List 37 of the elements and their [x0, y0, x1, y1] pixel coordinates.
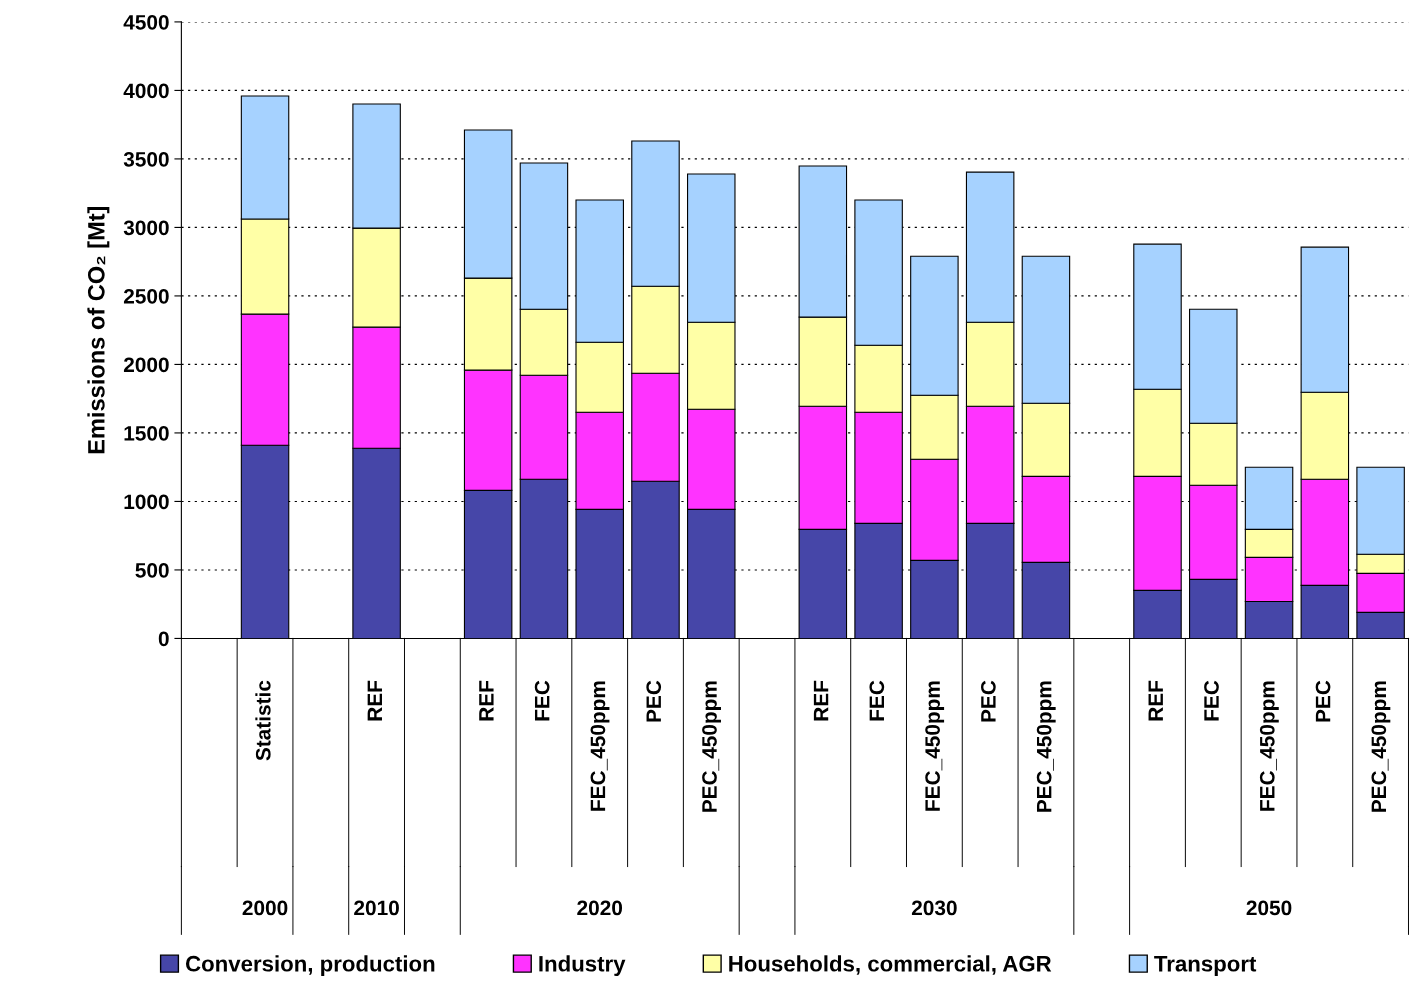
y-tick-label: 1000 — [124, 494, 169, 510]
text: 2010 — [354, 900, 399, 916]
x-tick-label: REF — [479, 680, 494, 721]
x-tick-label: PEC_450ppm — [702, 681, 721, 812]
x-tick-label: FEC — [869, 680, 885, 721]
x-tick-label: REF — [813, 680, 829, 721]
y-tick-label: 500 — [135, 562, 169, 578]
x-tick-label: PEC_450ppm — [1371, 681, 1391, 812]
text: 2000 — [242, 900, 288, 916]
y-tick-label: 3000 — [123, 220, 169, 236]
x-tick-label: Statistic — [255, 680, 271, 761]
x-tick-label: REF — [367, 680, 382, 721]
y-tick-label: 2500 — [123, 288, 169, 304]
y-tick-label: 4500 — [123, 14, 169, 30]
text: 2030 — [911, 900, 957, 916]
legend-label: Households, commercial, AGR — [729, 955, 1052, 975]
y-tick-label: 2000 — [123, 357, 169, 373]
x-tick-label: PEC — [646, 680, 662, 722]
text: 2020 — [577, 900, 623, 916]
legend-label: Industry — [539, 955, 626, 976]
x-tick-label: REF — [1148, 680, 1163, 721]
x-tick-label: FEC_450ppm — [925, 681, 945, 811]
x-tick-label: PEC_450ppm — [1036, 681, 1056, 812]
x-tick-label: PEC — [981, 680, 996, 722]
legend-label: Conversion, production — [185, 955, 435, 976]
x-tick-label: FEC_450ppm — [590, 681, 610, 811]
y-tick-label: 1500 — [124, 425, 169, 441]
legend-label: Transport — [1154, 956, 1257, 976]
y-tick-label: 4000 — [123, 83, 169, 99]
x-tick-label: FEC_450ppm — [1259, 681, 1279, 811]
text: 2050 — [1246, 900, 1292, 916]
x-tick-label: FEC — [1204, 680, 1219, 721]
y-tick-label: 3500 — [123, 151, 169, 167]
x-tick-label: FEC — [534, 680, 550, 721]
x-tick-label: PEC — [1315, 680, 1331, 722]
y-tick-label: 0 — [158, 631, 169, 647]
y-axis-title: Emissions of CO₂ [Mt] — [87, 206, 110, 454]
